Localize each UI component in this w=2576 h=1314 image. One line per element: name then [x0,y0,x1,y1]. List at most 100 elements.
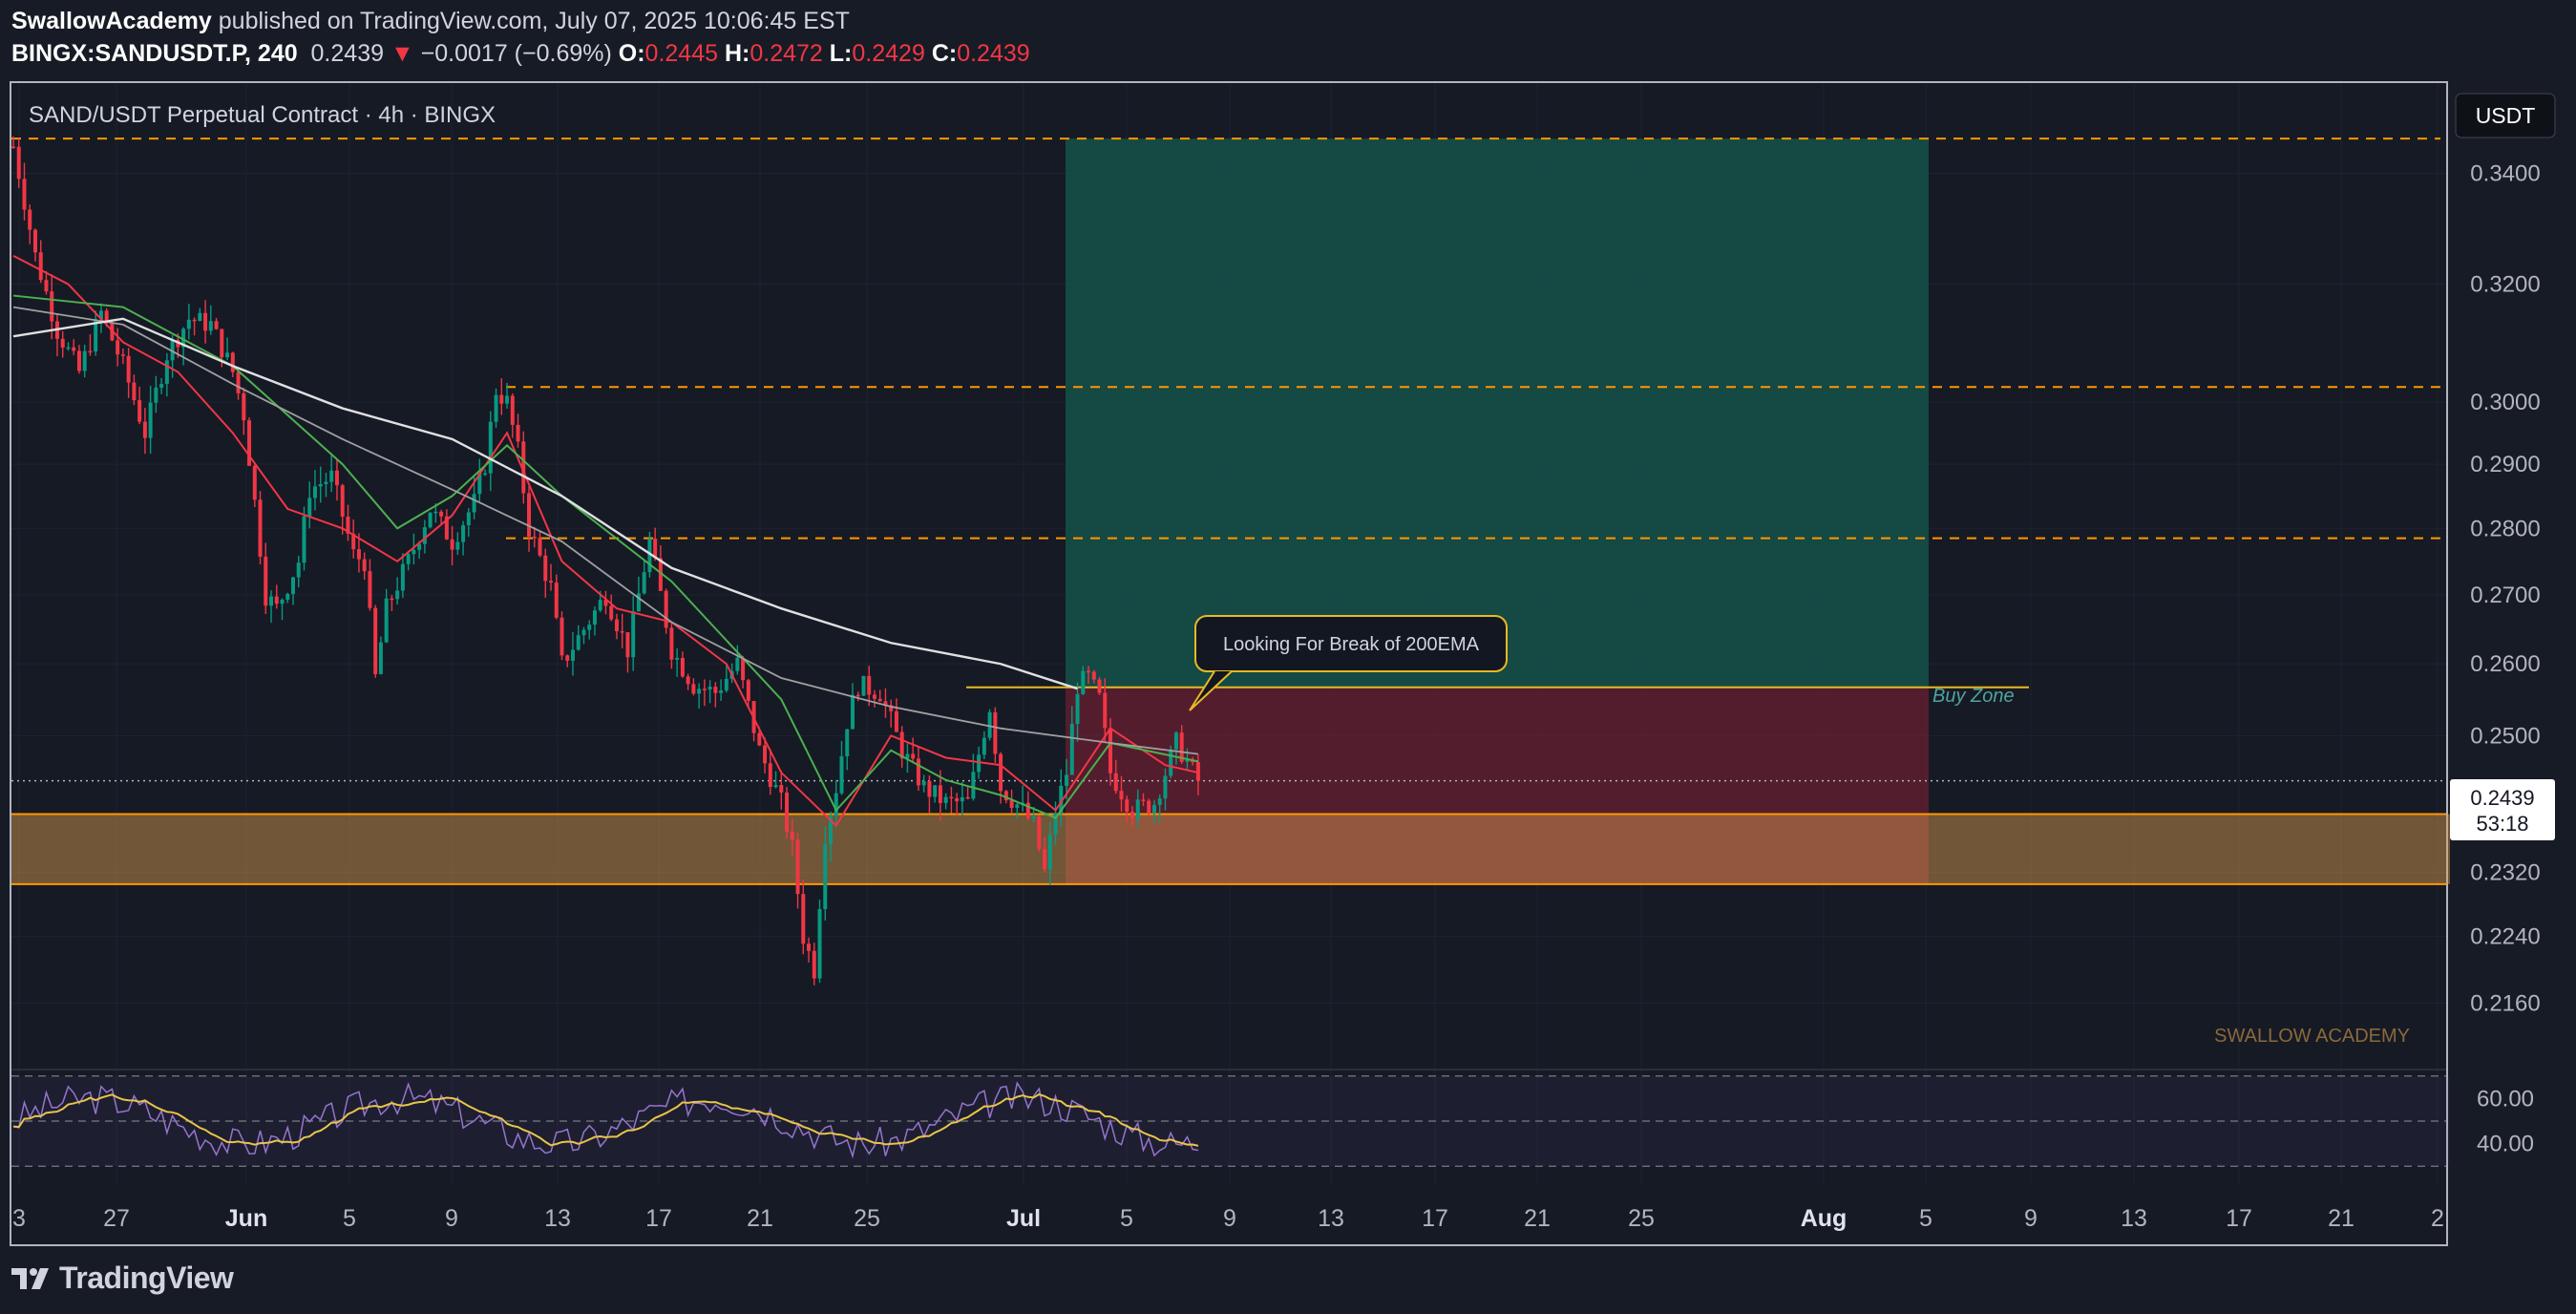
rsi-tick-0: 60.00 [2477,1086,2534,1112]
candle-body-190 [1053,813,1058,836]
candle-body-85 [477,473,482,495]
candle-body-158 [877,698,882,702]
candle-body-97 [543,555,548,582]
candle-body-125 [697,689,702,694]
candle-body-169 [938,785,942,803]
candle-body-186 [1031,816,1036,818]
y-tick-1: 0.3200 [2470,272,2540,298]
close-value: 0.2439 [957,40,1030,67]
y-tick-8: 0.2320 [2470,859,2540,885]
candle-body-157 [872,694,876,699]
candle-body-145 [807,943,812,951]
candle-body-193 [1069,723,1074,775]
candle-body-202 [1119,791,1124,800]
candle-body-207 [1147,800,1151,814]
candle-body-96 [538,538,542,556]
candle-body-61 [346,517,350,534]
candle-body-110 [614,619,619,632]
candle-body-95 [532,536,537,539]
candle-body-163 [905,753,910,759]
zones [11,138,2450,885]
overlay: SAND/USDT Perpetual Contract · 4h · BING… [29,93,2556,1047]
y-tick-6: 0.2600 [2470,651,2540,677]
annotation-box[interactable] [1194,615,1508,672]
candle-body-69 [390,598,394,601]
candle-body-126 [702,689,707,690]
x-tick-7: 21 [747,1205,773,1232]
x-tick-13: 17 [1422,1205,1448,1232]
candle-body-23 [137,400,142,422]
candle-body-13 [82,350,87,371]
ema-100-line [12,306,1199,755]
candle-body-206 [1141,799,1146,801]
candle-body-73 [412,549,416,555]
candle-body-38 [220,328,224,358]
candle-body-137 [763,745,768,764]
ema-200-line [12,317,1078,690]
candle-body-144 [801,894,806,944]
candle-body-21 [126,355,131,383]
candle-body-108 [603,600,608,606]
candle-body-189 [1047,835,1052,870]
candle-body-177 [982,737,986,755]
currency-button[interactable]: USDT [2476,103,2536,128]
candle-body-111 [620,631,624,633]
candle-body-160 [889,705,894,711]
candle-body-65 [368,571,372,608]
candle-body-191 [1059,785,1064,814]
candle-body-133 [741,657,746,681]
candle-body-87 [488,421,493,474]
candle-body-4 [32,229,37,253]
candle-body-57 [324,481,328,484]
tradingview-logo[interactable]: TradingView [11,1261,234,1296]
candle-body-185 [1025,802,1030,818]
candle-body-106 [592,610,597,625]
annotation-pointer [1189,670,1233,711]
change-value: −0.0017 (−0.69%) [420,40,612,67]
candle-body-147 [817,909,822,979]
candle-body-68 [384,598,389,643]
ema-fast-line [12,254,1199,828]
candle-body-130 [724,678,728,691]
candle-body-105 [587,625,592,630]
candle-body-115 [642,572,646,594]
candle-body-88 [494,394,498,422]
candle-body-59 [334,470,339,486]
publisher-name[interactable]: SwallowAcademy [11,8,212,34]
candle-body-162 [899,731,904,759]
candle-body-76 [428,512,433,528]
x-tick-15: 25 [1628,1205,1655,1232]
candle-body-208 [1151,804,1156,814]
candle-body-142 [790,831,794,840]
candle-body-161 [894,710,898,732]
candle-body-146 [812,950,816,979]
candle-body-212 [1173,732,1178,750]
candle-body-119 [664,590,668,628]
candle-body-164 [911,753,916,759]
stop-zone [1066,687,1929,884]
candle-body-33 [192,319,197,322]
candle-body-60 [340,485,345,518]
candle-body-216 [1195,762,1200,781]
candle-body-201 [1113,773,1118,792]
candle-body-98 [549,581,554,583]
watermark: SWALLOW ACADEMY [2214,1026,2410,1047]
x-tick-17: 5 [1919,1205,1932,1232]
support-zone [11,814,2450,884]
candle-body-181 [1003,791,1008,801]
currency-button-bg[interactable] [2455,93,2556,138]
candle-body-123 [686,676,690,685]
low-label: L: [829,40,853,67]
candle-body-211 [1169,749,1173,776]
candle-body-179 [993,711,998,754]
candle-body-29 [170,340,175,361]
candle-body-173 [960,796,964,802]
x-tick-20: 17 [2226,1205,2252,1232]
rsi-ma-line [12,1092,1199,1147]
candle-body-198 [1097,679,1102,693]
candle-body-37 [214,321,219,329]
x-tick-12: 13 [1318,1205,1344,1232]
candle-body-53 [302,516,306,563]
candle-body-9 [60,338,65,348]
